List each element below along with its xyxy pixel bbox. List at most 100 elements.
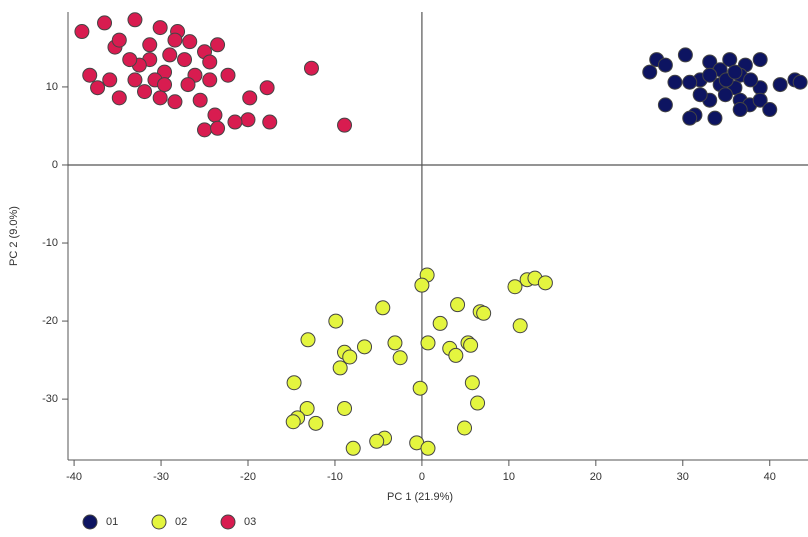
point	[727, 64, 743, 80]
point	[207, 107, 223, 123]
legend-marker	[220, 514, 236, 530]
point	[432, 315, 448, 331]
point	[457, 420, 473, 436]
point	[202, 54, 218, 70]
point	[210, 37, 226, 53]
point	[414, 277, 430, 293]
point	[752, 92, 768, 108]
point	[152, 20, 168, 36]
x-tick-label: -30	[153, 471, 169, 483]
point	[369, 433, 385, 449]
point	[337, 400, 353, 416]
point	[762, 102, 778, 118]
point	[111, 32, 127, 48]
point	[180, 77, 196, 93]
point	[507, 279, 523, 295]
point	[682, 74, 698, 90]
point	[337, 117, 353, 133]
point	[692, 87, 708, 103]
point	[220, 67, 236, 83]
point	[167, 32, 183, 48]
point	[707, 110, 723, 126]
point	[300, 332, 316, 348]
point	[345, 440, 361, 456]
point	[682, 110, 698, 126]
point	[743, 72, 759, 88]
y-tick-label: 10	[46, 81, 58, 93]
legend-label: 02	[175, 516, 187, 528]
point	[202, 72, 218, 88]
point	[537, 275, 553, 291]
point	[177, 52, 193, 68]
point	[722, 52, 738, 68]
point	[732, 102, 748, 118]
point	[157, 77, 173, 93]
y-axis-label: PC 2 (9.0%)	[8, 206, 20, 266]
point	[197, 122, 213, 138]
x-tick-label: 30	[677, 471, 689, 483]
point	[97, 15, 113, 31]
y-tick-label: 0	[52, 159, 58, 171]
point	[102, 72, 118, 88]
point	[412, 380, 428, 396]
point	[667, 74, 683, 90]
point	[285, 414, 301, 430]
point	[90, 80, 106, 96]
point	[420, 440, 436, 456]
y-tick-label: -10	[42, 237, 58, 249]
point	[463, 337, 479, 353]
x-tick-label: 20	[590, 471, 602, 483]
point	[242, 90, 258, 106]
point	[122, 52, 138, 68]
x-tick-label: 10	[503, 471, 515, 483]
point	[299, 400, 315, 416]
point	[342, 349, 358, 365]
point	[262, 114, 278, 130]
point	[74, 24, 90, 40]
point	[448, 347, 464, 363]
point	[210, 120, 226, 136]
x-tick-label: 40	[764, 471, 776, 483]
x-tick-label: -40	[66, 471, 82, 483]
point	[286, 375, 302, 391]
legend-marker	[151, 514, 167, 530]
point	[702, 67, 718, 83]
x-tick-label: -10	[327, 471, 343, 483]
point	[657, 97, 673, 113]
point	[308, 415, 324, 431]
point	[792, 74, 808, 90]
point	[375, 300, 391, 316]
point	[450, 297, 466, 313]
point	[420, 335, 436, 351]
y-tick-label: -20	[42, 315, 58, 327]
point	[259, 80, 275, 96]
legend-label: 01	[106, 516, 118, 528]
point	[82, 67, 98, 83]
x-tick-label: -20	[240, 471, 256, 483]
point	[772, 77, 788, 93]
point	[192, 92, 208, 108]
point	[677, 47, 693, 63]
point	[752, 52, 768, 68]
point	[476, 305, 492, 321]
point	[182, 34, 198, 50]
point	[127, 12, 143, 28]
point	[227, 114, 243, 130]
point	[657, 57, 673, 73]
x-axis-label: PC 1 (21.9%)	[387, 491, 453, 503]
point	[512, 318, 528, 334]
point	[464, 375, 480, 391]
point	[162, 47, 178, 63]
x-tick-label: 0	[419, 471, 425, 483]
y-tick-label: -30	[42, 393, 58, 405]
point	[152, 90, 168, 106]
point	[392, 350, 408, 366]
point	[127, 72, 143, 88]
point	[240, 112, 256, 128]
point	[470, 395, 486, 411]
legend-marker	[82, 514, 98, 530]
point	[357, 339, 373, 355]
point	[332, 360, 348, 376]
point	[303, 60, 319, 76]
